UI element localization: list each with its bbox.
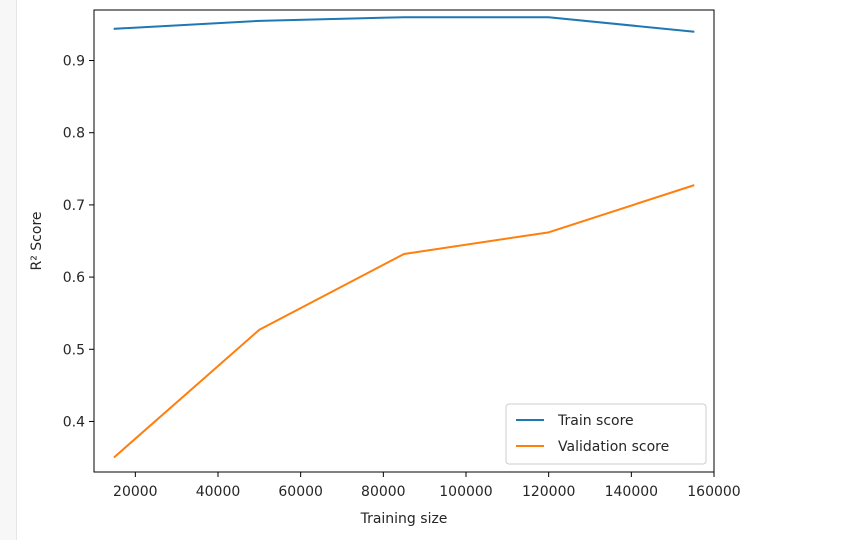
x-tick-label: 40000 — [196, 484, 241, 500]
y-tick-label: 0.9 — [63, 54, 85, 70]
x-tick-label: 120000 — [522, 484, 575, 500]
x-tick-label: 160000 — [687, 484, 740, 500]
y-axis-label: R² Score — [29, 211, 45, 270]
series-layer — [113, 16, 695, 459]
y-tick-label: 0.6 — [63, 270, 85, 286]
y-tick-label: 0.7 — [63, 198, 85, 214]
y-tick-label: 0.5 — [63, 342, 85, 358]
x-axis-label: Training size — [360, 511, 448, 527]
legend-label-1: Validation score — [558, 439, 669, 455]
x-tick-label: 100000 — [439, 484, 492, 500]
x-axis-ticks: 20000 40000 60000 80000 100000 120000 140000 16… — [113, 472, 741, 500]
y-tick-label: 0.4 — [63, 414, 85, 430]
plot-area-frame — [93, 9, 715, 473]
x-tick-label: 80000 — [361, 484, 406, 500]
series-line-0 — [113, 16, 695, 33]
y-tick-label: 0.8 — [63, 126, 85, 142]
x-tick-label: 20000 — [113, 484, 158, 500]
notebook-gutter — [0, 0, 17, 540]
legend-label-0: Train score — [557, 413, 634, 429]
legend-box — [505, 403, 707, 465]
chart-legend: Train score Validation score — [505, 403, 707, 465]
x-tick-label: 60000 — [278, 484, 323, 500]
x-tick-label: 140000 — [605, 484, 658, 500]
series-line-1 — [113, 184, 695, 459]
y-axis-ticks: 0.4 0.5 0.6 0.7 0.8 0.9 — [63, 54, 94, 430]
